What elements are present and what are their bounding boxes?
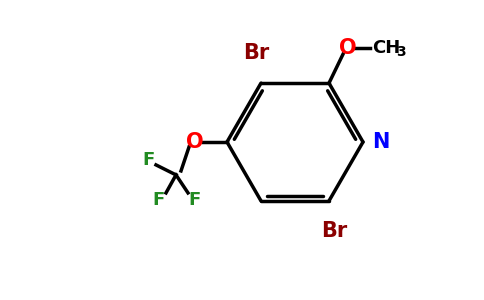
Text: N: N [372,132,389,152]
Text: F: F [188,191,200,209]
Text: F: F [152,191,164,209]
Text: Br: Br [243,43,269,63]
Text: O: O [339,38,357,58]
Text: CH: CH [372,39,400,57]
Text: O: O [186,132,204,152]
Text: F: F [142,151,154,169]
Text: 3: 3 [396,45,406,59]
Text: Br: Br [321,221,347,241]
